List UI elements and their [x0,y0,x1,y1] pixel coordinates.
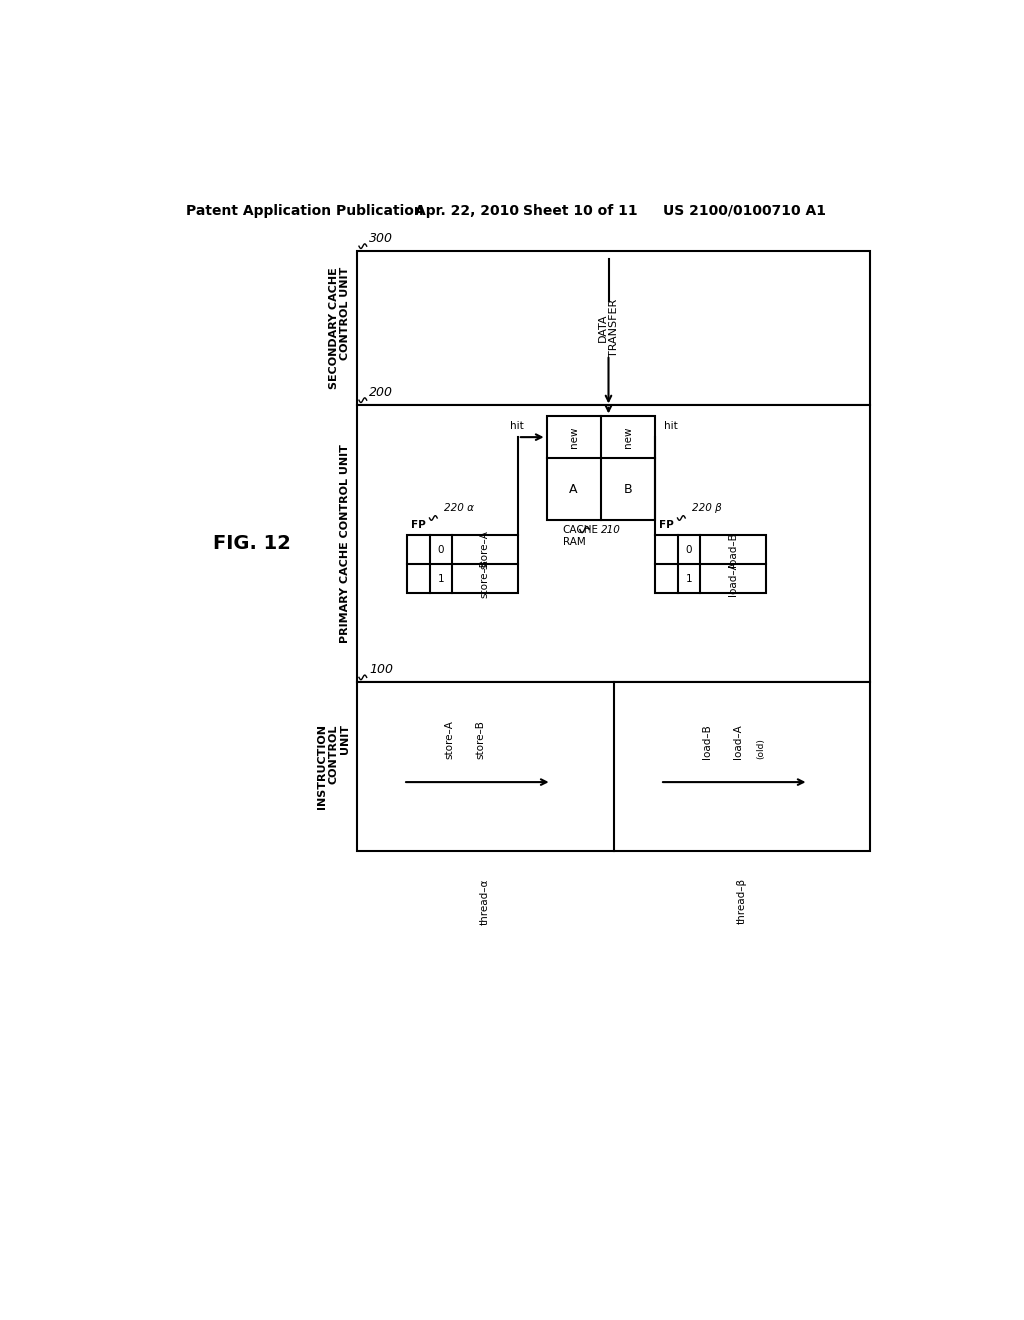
Text: Patent Application Publication: Patent Application Publication [186,203,424,218]
Text: 0: 0 [686,545,692,554]
Text: US 2100/0100710 A1: US 2100/0100710 A1 [663,203,825,218]
Text: 220 β: 220 β [692,503,722,513]
Bar [356,682,870,851]
Text: 100: 100 [369,663,393,676]
Text: load–B: load–B [728,532,738,566]
Text: PRIMARY CACHE CONTROL UNIT: PRIMARY CACHE CONTROL UNIT [340,444,350,643]
Text: A: A [569,483,578,495]
Bar [407,535,518,594]
Text: B: B [624,483,632,495]
Text: load–A: load–A [728,561,738,597]
Bar [655,535,766,594]
Text: 1: 1 [686,574,692,583]
Text: Sheet 10 of 11: Sheet 10 of 11 [523,203,638,218]
Text: store–B: store–B [480,560,489,598]
Text: FP: FP [412,520,426,531]
Text: 1: 1 [438,574,444,583]
Bar [356,405,870,682]
Text: store–A: store–A [444,721,455,759]
Text: CACHE
RAM: CACHE RAM [563,525,599,546]
Text: thread–β: thread–β [737,878,746,924]
Text: DATA
TRANSFER: DATA TRANSFER [598,298,620,356]
Bar [356,251,870,405]
Text: 220 α: 220 α [444,503,474,513]
Text: new: new [623,426,633,447]
Text: hit: hit [510,421,523,430]
Text: hit: hit [664,421,677,430]
Text: SECONDARY CACHE
CONTROL UNIT: SECONDARY CACHE CONTROL UNIT [329,267,350,388]
Text: 300: 300 [369,231,393,244]
Text: load–A: load–A [732,725,742,759]
Text: 200: 200 [369,385,393,399]
Text: 0: 0 [438,545,444,554]
Text: store–A: store–A [480,531,489,569]
Text: INSTRUCTION
CONTROL
UNIT: INSTRUCTION CONTROL UNIT [317,725,350,809]
Text: Apr. 22, 2010: Apr. 22, 2010 [415,203,519,218]
Text: FIG. 12: FIG. 12 [213,533,291,553]
Text: new: new [568,426,579,447]
Bar [547,416,655,520]
Text: store–B: store–B [475,721,485,759]
Text: thread–α: thread–α [480,878,490,925]
Text: FP: FP [659,520,674,531]
Text: load–B: load–B [701,725,712,759]
Text: (old): (old) [757,738,765,759]
Text: 210: 210 [601,525,621,535]
